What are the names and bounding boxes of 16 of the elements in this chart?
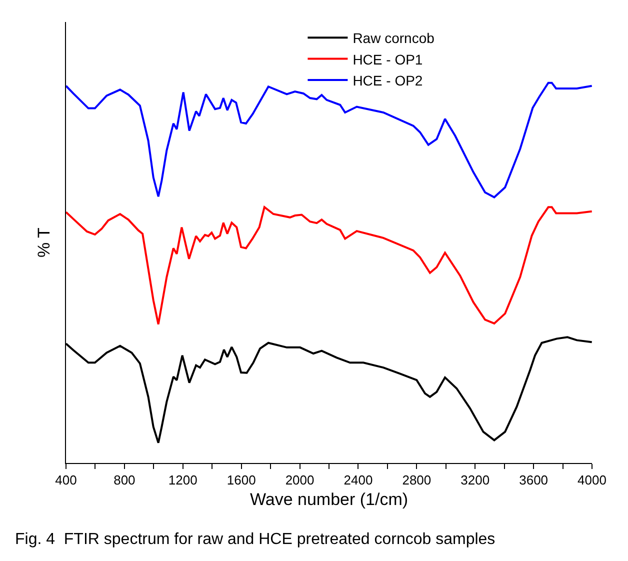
x-tick-label: 800: [114, 472, 136, 488]
x-tick-label: 4000: [578, 472, 606, 488]
x-tick-label: 1200: [168, 472, 198, 488]
x-tick-label: 1600: [226, 472, 256, 488]
x-tick-label: 2000: [285, 472, 314, 488]
y-axis-title: % T: [34, 228, 54, 258]
x-tick-label: 400: [55, 472, 77, 488]
legend-label: HCE - OP1: [352, 51, 423, 68]
x-axis-title: Wave number (1/cm): [250, 490, 408, 509]
x-tick-label: 3600: [519, 472, 548, 488]
x-tick-label: 3200: [460, 472, 490, 488]
caption: Fig. 4 FTIR spectrum for raw and HCE pretreated corncob samples: [15, 531, 496, 548]
x-tick-label: 2800: [402, 472, 432, 488]
legend-label: HCE - OP2: [352, 72, 423, 88]
x-tick-label: 2400: [344, 472, 373, 488]
legend-label: Raw corncob: [352, 30, 435, 46]
